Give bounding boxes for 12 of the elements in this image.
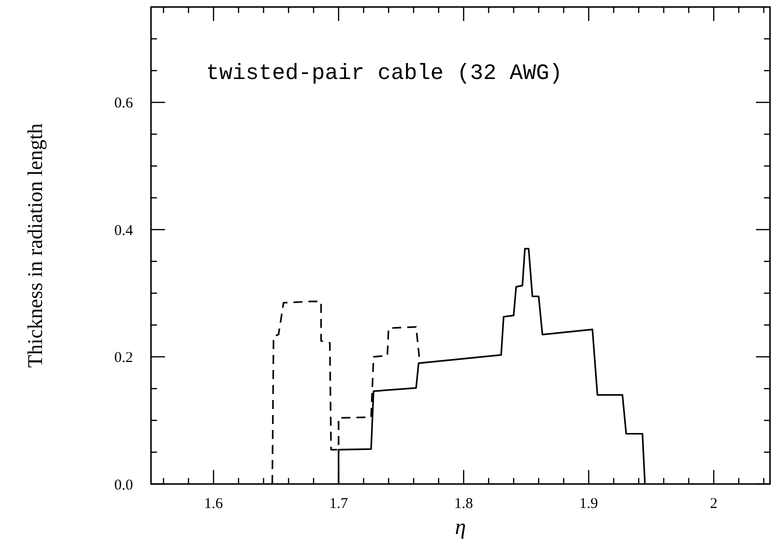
x-tick-label: 1.6 [204, 496, 224, 512]
y-tick-label: 0.2 [114, 350, 133, 366]
x-tick-label: 1.9 [579, 496, 598, 512]
x-tick-label: 1.7 [329, 496, 348, 512]
y-tick-label: 0.6 [114, 96, 134, 112]
x-axis-title: η [455, 514, 466, 539]
y-tick-label: 0.4 [114, 222, 134, 239]
annotation: twisted-pair cable (32 AWG) [206, 61, 562, 86]
y-tick-label: 0.0 [114, 477, 133, 494]
x-tick-label: 1.8 [454, 496, 473, 512]
x-tick-label: 2 [710, 496, 718, 512]
y-axis-title: Thickness in radiation length [23, 122, 47, 368]
